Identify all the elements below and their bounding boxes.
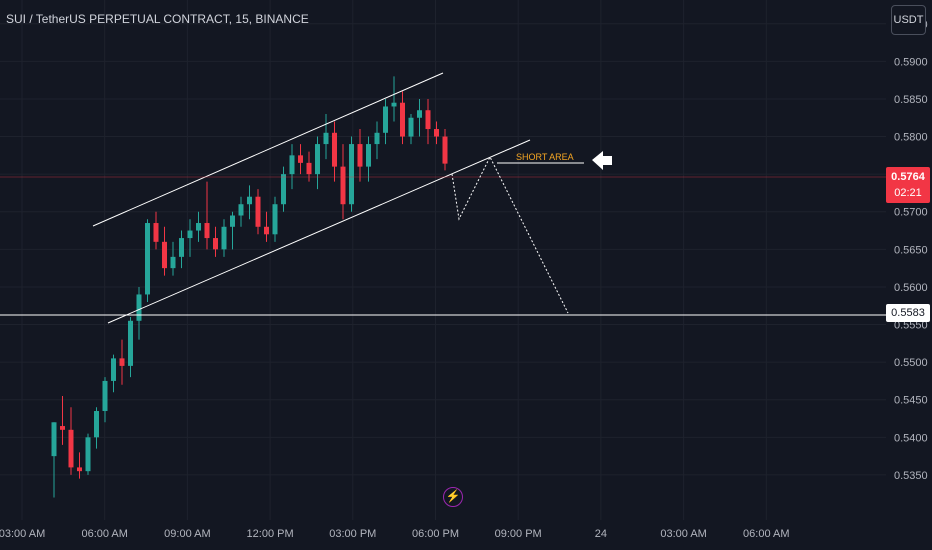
price-axis: 0.5350 0.5400 0.5450 0.5500 0.5550 0.5600 0.56… [894,19,928,482]
candle-body [340,166,346,205]
short-area-label: SHORT AREA [516,152,574,162]
chart-grid [0,0,886,520]
candle-body [111,358,116,381]
candle-body [332,132,337,167]
y-tick-label: 0.5450 [894,395,928,407]
candle-body [68,429,74,468]
candle-body [128,320,133,366]
candle-body [349,144,354,205]
candle-body [306,162,312,175]
candle-body [94,411,99,438]
projection-path [451,155,569,314]
x-tick-label: 03:00 PM [329,528,376,540]
candle-body [77,467,82,472]
candle-body [51,422,57,457]
arrow-left-icon [592,151,612,170]
candle-body [255,196,261,227]
candle-body [323,132,329,145]
y-tick-label: 0.5500 [894,357,928,369]
channel-lower-line [107,139,531,324]
candle-body [281,174,286,205]
candle-body [230,215,235,227]
candle-body [298,155,303,163]
x-tick-label: 24 [595,528,607,540]
y-tick-label: 0.5800 [894,132,928,144]
candle-body [187,230,193,239]
candle-body [434,129,439,137]
y-tick-label: 0.5850 [894,94,928,106]
candle-body [153,223,159,242]
y-tick-label: 0.5700 [894,207,928,219]
chart-title: SUI / TetherUS PERPETUAL CONTRACT, 15, B… [6,12,309,26]
x-tick-label: 06:00 AM [81,528,127,540]
candle-body [247,196,252,205]
candle-countdown: 02:21 [894,187,922,199]
candle-body [102,380,108,412]
y-tick-label: 0.5550 [894,320,928,332]
candle-body [85,437,91,472]
candle-body [196,223,201,231]
candle-body [289,155,295,175]
candle-body [374,132,380,145]
y-tick-label: 0.5900 [894,56,928,68]
candle-body [204,223,210,239]
time-axis: 03:00 AM 06:00 AM 09:00 AM 12:00 PM 03:00 PM… [0,528,790,540]
y-tick-label: 0.5650 [894,244,928,256]
candle-body [417,110,422,118]
candle-body [179,238,184,257]
candle-body [272,204,278,235]
x-tick-label: 09:00 AM [164,528,210,540]
drawing-overlays: SHORT AREA [0,72,886,324]
candle-body [238,204,244,216]
candle-body [221,226,227,250]
candle-body [408,117,414,137]
current-price-tag: 0.5764 02:21 [886,167,930,203]
candle-body [391,102,397,107]
current-price-value: 0.5764 [891,171,925,183]
y-tick-label: 0.5600 [894,282,928,294]
candle-body [400,102,405,137]
x-tick-label: 12:00 PM [247,528,294,540]
candle-body [357,144,363,167]
channel-upper-line [92,72,444,227]
y-tick-label: 0.5400 [894,432,928,444]
candle-body [425,110,431,130]
candle-body [366,144,371,167]
candle-body [60,426,65,430]
y-tick-label: 0.5350 [894,470,928,482]
candle-body [213,238,218,250]
x-tick-label: 06:00 PM [412,528,459,540]
candle-body [136,294,142,321]
candle-body [264,226,269,235]
x-tick-label: 03:00 AM [660,528,706,540]
x-tick-label: 09:00 PM [495,528,542,540]
x-tick-label: 03:00 AM [0,528,45,540]
candlestick-series [51,76,448,498]
target-price-tag: 0.5583 [886,304,930,322]
currency-button[interactable]: USDT [891,5,926,35]
candle-body [383,106,388,133]
candle-body [442,136,448,164]
candle-body [119,358,125,366]
x-tick-label: 06:00 AM [743,528,789,540]
candle-body [145,223,150,295]
candle-body [162,241,167,269]
candle-body [170,256,176,269]
lightning-bolt-icon[interactable]: ⚡ [443,487,463,507]
candle-body [315,144,320,175]
